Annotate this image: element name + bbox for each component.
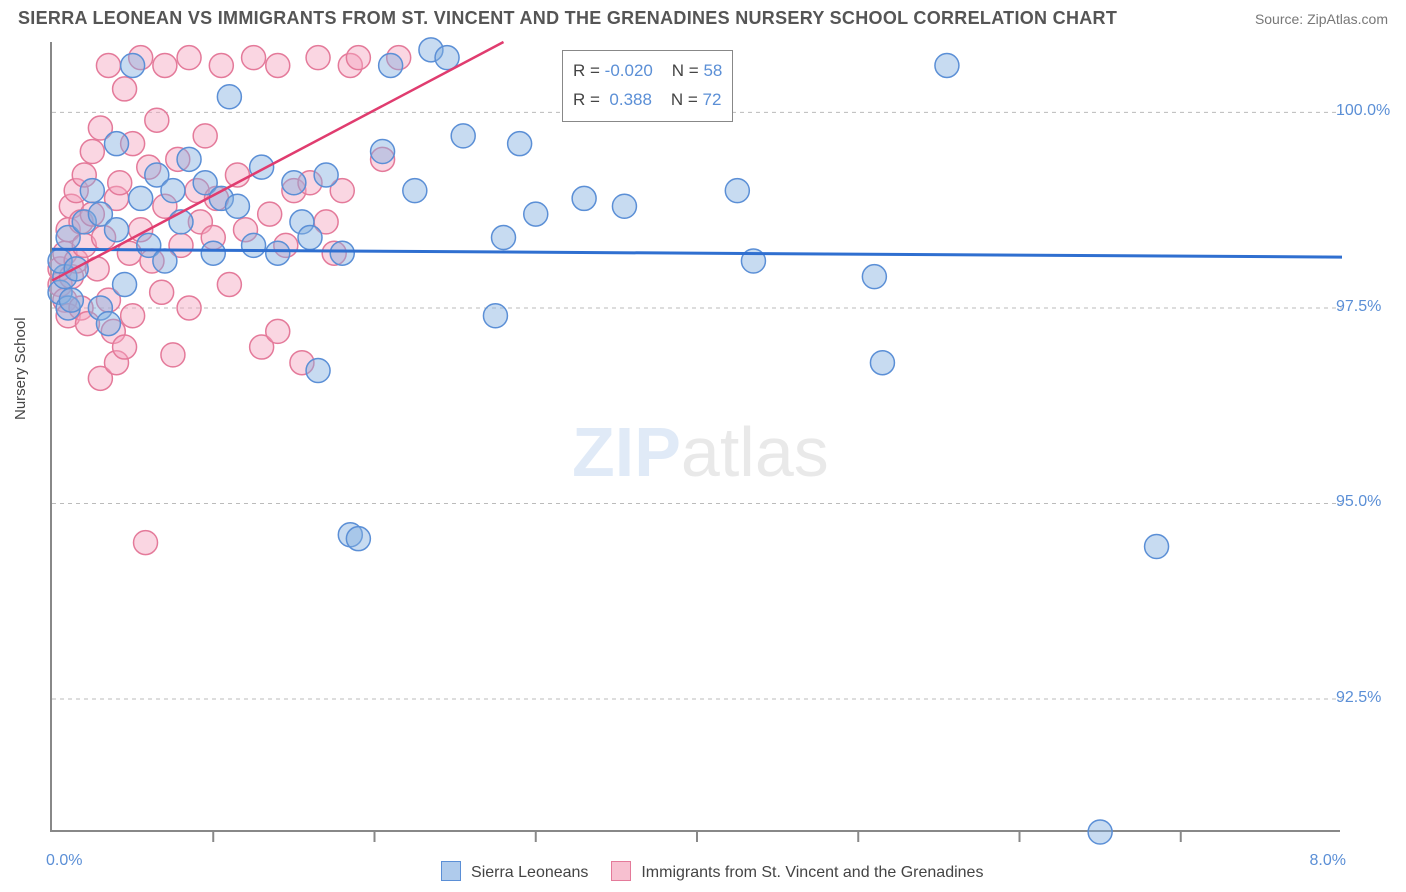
legend-label-pink: Immigrants from St. Vincent and the Gren… [641, 864, 983, 881]
plot-area: R = -0.020 N = 58 R = 0.388 N = 72 ZIPat… [50, 42, 1340, 832]
chart-source: Source: ZipAtlas.com [1255, 11, 1388, 27]
y-tick-label: 92.5% [1336, 689, 1381, 707]
chart-title: SIERRA LEONEAN VS IMMIGRANTS FROM ST. VI… [18, 8, 1117, 29]
plot-svg [52, 42, 1340, 830]
y-tick-label: 95.0% [1336, 493, 1381, 511]
chart-header: SIERRA LEONEAN VS IMMIGRANTS FROM ST. VI… [0, 0, 1406, 33]
legend-row-blue: R = -0.020 N = 58 [573, 57, 722, 86]
legend-swatch-blue-icon [441, 861, 461, 881]
y-tick-label: 97.5% [1336, 298, 1381, 316]
y-axis-label: Nursery School [12, 317, 29, 420]
y-tick-label: 100.0% [1336, 102, 1390, 120]
correlation-legend: R = -0.020 N = 58 R = 0.388 N = 72 [562, 50, 733, 122]
series-legend: Sierra Leoneans Immigrants from St. Vinc… [0, 861, 1406, 882]
legend-row-pink: R = 0.388 N = 72 [573, 86, 722, 115]
legend-label-blue: Sierra Leoneans [471, 864, 588, 881]
legend-swatch-pink-icon [611, 861, 631, 881]
